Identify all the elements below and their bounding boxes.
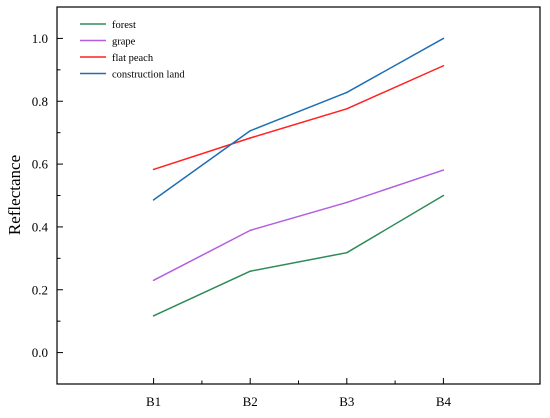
y-tick-label: 1.0 xyxy=(32,31,48,46)
y-tick-label: 0.2 xyxy=(32,282,48,297)
data-point-construction-land xyxy=(152,199,155,201)
data-point-flat-peach xyxy=(152,168,155,171)
series-line-forest xyxy=(153,194,444,317)
x-tick-label: B2 xyxy=(243,394,258,409)
y-tick-label: 0.6 xyxy=(32,157,49,172)
data-point-flat-peach xyxy=(346,107,348,110)
data-point-forest xyxy=(152,315,155,317)
legend-label-construction-land: construction land xyxy=(112,69,185,80)
series-line-flat-peach xyxy=(153,65,444,171)
data-point-forest xyxy=(249,270,251,273)
data-point-grape xyxy=(442,169,445,171)
x-tick-label: B4 xyxy=(436,394,452,409)
legend-label-grape: grape xyxy=(112,36,136,47)
data-point-flat-peach xyxy=(249,137,251,139)
data-point-construction-land xyxy=(346,91,348,94)
series-line-construction-land xyxy=(153,37,444,201)
data-point-flat-peach xyxy=(442,64,445,67)
x-tick-label: B1 xyxy=(146,394,161,409)
data-point-grape xyxy=(346,201,348,204)
y-tick-label: 0.4 xyxy=(32,219,49,234)
legend-label-flat-peach: flat peach xyxy=(112,53,154,64)
y-tick-label: 0.8 xyxy=(32,94,48,109)
data-point-construction-land xyxy=(442,37,445,40)
series-line-grape xyxy=(153,169,444,281)
data-point-grape xyxy=(152,279,155,282)
y-axis-title: Reflectance xyxy=(5,155,24,235)
data-point-forest xyxy=(346,251,348,254)
x-tick-label: B3 xyxy=(339,394,354,409)
data-point-forest xyxy=(442,194,445,197)
legend-label-forest: forest xyxy=(112,20,136,31)
data-point-construction-land xyxy=(249,129,251,132)
data-point-grape xyxy=(249,229,251,232)
y-tick-label: 0.0 xyxy=(32,345,48,360)
